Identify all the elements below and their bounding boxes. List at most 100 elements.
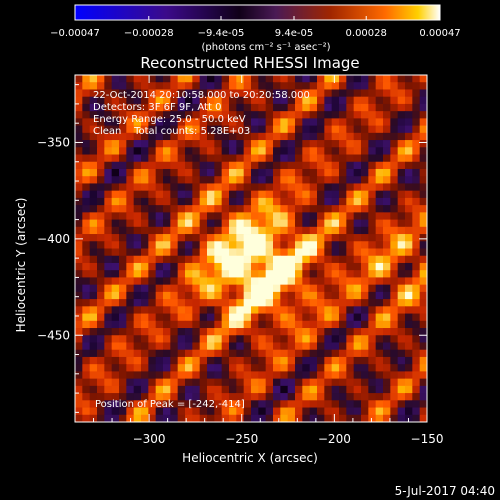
heatmap-cell xyxy=(192,335,201,343)
heatmap-cell xyxy=(97,328,105,336)
heatmap-cell xyxy=(368,248,377,257)
heatmap-cell xyxy=(397,190,406,199)
heatmap-cell xyxy=(236,219,245,228)
heatmap-cell xyxy=(141,400,149,408)
heatmap-cell xyxy=(251,89,259,98)
heatmap-cell xyxy=(177,75,186,83)
heatmap-cell xyxy=(390,82,399,90)
heatmap-cell xyxy=(339,270,347,278)
heatmap-cell xyxy=(302,364,311,372)
heatmap-cell xyxy=(82,205,91,213)
heatmap-cell xyxy=(368,75,377,83)
heatmap-cell xyxy=(419,320,427,329)
heatmap-cell xyxy=(405,313,413,322)
heatmap-cell xyxy=(104,241,113,249)
heatmap-cell xyxy=(199,313,208,322)
heatmap-cell xyxy=(155,313,164,322)
heatmap-cell xyxy=(273,197,281,206)
heatmap-cell xyxy=(287,299,296,307)
heatmap-cell xyxy=(229,277,237,286)
heatmap-cell xyxy=(221,378,230,387)
heatmap-cell xyxy=(133,118,142,127)
heatmap-cell xyxy=(155,400,164,408)
heatmap-cell xyxy=(383,335,391,343)
heatmap-cell xyxy=(155,212,164,220)
heatmap-cell xyxy=(375,147,384,155)
heatmap-cell xyxy=(339,328,347,336)
heatmap-cell xyxy=(302,161,311,170)
heatmap-cell xyxy=(265,385,274,394)
heatmap-cell xyxy=(97,407,105,416)
heatmap-cell xyxy=(346,132,355,141)
heatmap-cell xyxy=(258,154,267,163)
heatmap-cell xyxy=(89,248,98,257)
heatmap-cell xyxy=(353,270,362,278)
heatmap-cell xyxy=(111,118,120,127)
heatmap-cell xyxy=(375,255,384,264)
heatmap-cell xyxy=(397,176,406,184)
heatmap-cell xyxy=(265,234,274,242)
heatmap-cell xyxy=(163,277,171,286)
heatmap-cell xyxy=(148,226,157,235)
heatmap-cell xyxy=(170,234,179,242)
heatmap-cell xyxy=(185,378,193,387)
heatmap-cell xyxy=(309,277,318,286)
heatmap-cell xyxy=(141,284,149,293)
heatmap-cell xyxy=(111,335,120,343)
heatmap-cell xyxy=(82,234,91,242)
heatmap-cell xyxy=(163,371,171,380)
heatmap-cell xyxy=(104,176,113,184)
heatmap-cell xyxy=(390,400,399,408)
heatmap-cell xyxy=(287,262,296,271)
heatmap-cell xyxy=(309,393,318,401)
heatmap-cell xyxy=(324,219,333,228)
heatmap-cell xyxy=(331,400,340,408)
heatmap-cell xyxy=(148,356,157,365)
heatmap-cell xyxy=(383,190,391,199)
heatmap-cell xyxy=(397,111,406,119)
heatmap-cell xyxy=(170,183,179,192)
heatmap-cell xyxy=(97,89,105,98)
heatmap-cell xyxy=(148,335,157,343)
heatmap-cell xyxy=(155,342,164,351)
heatmap-cell xyxy=(221,190,230,199)
heatmap-cell xyxy=(192,393,201,401)
heatmap-cell xyxy=(141,277,149,286)
heatmap-cell xyxy=(251,147,259,155)
heatmap-cell xyxy=(214,118,223,127)
heatmap-cell xyxy=(89,385,98,394)
heatmap-cell xyxy=(82,212,91,220)
heatmap-cell xyxy=(353,277,362,286)
heatmap-cell xyxy=(199,349,208,358)
heatmap-cell xyxy=(390,284,399,293)
heatmap-cell xyxy=(89,335,98,343)
heatmap-cell xyxy=(361,414,369,422)
heatmap-cell xyxy=(126,75,135,83)
heatmap-cell xyxy=(119,89,127,98)
heatmap-cell xyxy=(111,306,120,314)
heatmap-cell xyxy=(133,75,142,83)
heatmap-cell xyxy=(199,407,208,416)
heatmap-cell xyxy=(361,349,369,358)
heatmap-cell xyxy=(324,299,333,307)
heatmap-cell xyxy=(192,371,201,380)
heatmap-cell xyxy=(170,407,179,416)
heatmap-cell xyxy=(419,219,427,228)
heatmap-cell xyxy=(375,161,384,170)
heatmap-cell xyxy=(353,400,362,408)
heatmap-cell xyxy=(229,132,237,141)
heatmap-cell xyxy=(155,364,164,372)
heatmap-cell xyxy=(163,393,171,401)
heatmap-cell xyxy=(126,262,135,271)
heatmap-cell xyxy=(177,147,186,155)
heatmap-cell xyxy=(207,205,215,213)
heatmap-cell xyxy=(251,393,259,401)
heatmap-cell xyxy=(412,306,421,314)
heatmap-cell xyxy=(89,393,98,401)
heatmap-cell xyxy=(324,234,333,242)
heatmap-cell xyxy=(280,356,289,365)
heatmap-cell xyxy=(75,385,83,394)
heatmap-cell xyxy=(317,284,325,293)
heatmap-cell xyxy=(214,385,223,394)
heatmap-cell xyxy=(236,118,245,127)
